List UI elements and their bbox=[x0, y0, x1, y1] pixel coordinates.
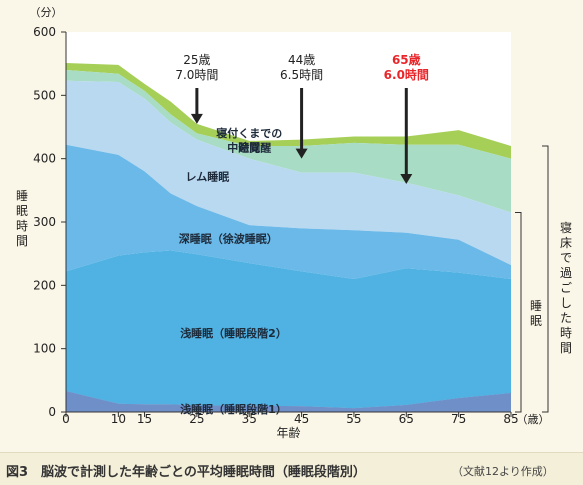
bracket-in-bed-label-char: た bbox=[560, 311, 572, 325]
bracket-sleep bbox=[515, 212, 522, 413]
label-onset: 寝付くまでの bbox=[216, 126, 282, 140]
y-axis-label-char: 眠 bbox=[16, 204, 28, 218]
bracket-in-bed bbox=[542, 145, 549, 413]
y-axis-label-char: 睡 bbox=[16, 189, 28, 203]
x-unit-label: （歳） bbox=[517, 413, 550, 426]
series-label-2: 浅睡眠（睡眠段階2） bbox=[180, 326, 287, 340]
figure-caption: 図3 脳波で計測した年齢ごとの平均睡眠時間（睡眠段階別） bbox=[6, 465, 366, 480]
y-tick-label: 100 bbox=[33, 342, 56, 356]
y-tick-label: 600 bbox=[33, 25, 56, 39]
area-series-5 bbox=[66, 70, 511, 213]
series-label-5: 中途覚醒 bbox=[227, 140, 271, 154]
x-tick-label: 65 bbox=[399, 412, 414, 426]
bracket-in-bed-label-char: 間 bbox=[560, 341, 572, 355]
x-tick-label: 0 bbox=[62, 412, 70, 426]
annotation-age: 25歳 bbox=[183, 53, 210, 67]
y-axis-label-char: 間 bbox=[16, 234, 28, 248]
area-series-3 bbox=[66, 144, 511, 279]
x-tick-label: 25 bbox=[189, 412, 204, 426]
x-tick-label: 45 bbox=[294, 412, 309, 426]
series-label-3: 深睡眠（徐波睡眠） bbox=[179, 232, 278, 246]
area-series-4 bbox=[66, 80, 511, 266]
area-series-2 bbox=[66, 250, 511, 409]
bracket-sleep-label-char: 睡 bbox=[530, 299, 542, 313]
bracket-in-bed-label-char: 過 bbox=[560, 266, 572, 280]
area-series-1-base bbox=[66, 391, 511, 412]
bracket-in-bed-label-char: し bbox=[560, 296, 572, 310]
figure-source: （文献12より作成） bbox=[452, 465, 554, 478]
x-axis-label: 年齢 bbox=[276, 425, 300, 440]
x-tick-label: 85 bbox=[503, 412, 518, 426]
y-tick-label: 300 bbox=[33, 215, 56, 229]
y-tick-label: 400 bbox=[33, 152, 56, 166]
label-onset-2: 時間 bbox=[238, 140, 260, 154]
chart-svg: 浅睡眠（睡眠段階1）浅睡眠（睡眠段階2）深睡眠（徐波睡眠）レム睡眠中途覚醒寝付く… bbox=[16, 6, 572, 440]
annotation-age: 65歳 bbox=[392, 52, 421, 67]
bracket-in-bed-label-char: 床 bbox=[560, 236, 572, 250]
annotation-age: 44歳 bbox=[288, 53, 315, 67]
series-label-4: レム睡眠 bbox=[185, 170, 229, 184]
bracket-in-bed-label-char: で bbox=[560, 251, 572, 265]
bracket-in-bed-label-char: 時 bbox=[560, 326, 572, 340]
annotation-time: 6.5時間 bbox=[280, 68, 323, 82]
y-tick-label: 200 bbox=[33, 278, 56, 292]
annotation-time: 7.0時間 bbox=[175, 68, 218, 82]
annotation-arrow-head bbox=[295, 148, 308, 159]
x-tick-label: 55 bbox=[346, 412, 361, 426]
annotation-arrow-head bbox=[400, 174, 413, 184]
y-unit-label: （分） bbox=[30, 6, 63, 19]
x-tick-label: 15 bbox=[137, 412, 152, 426]
y-tick-label: 500 bbox=[33, 88, 56, 102]
x-tick-label: 10 bbox=[111, 412, 126, 426]
bracket-sleep-label-char: 眠 bbox=[530, 314, 542, 328]
y-axis-label-char: 時 bbox=[16, 219, 28, 233]
y-tick-label: 0 bbox=[48, 405, 56, 419]
bracket-in-bed-label-char: 寝 bbox=[560, 220, 572, 235]
caption-bar: 図3 脳波で計測した年齢ごとの平均睡眠時間（睡眠段階別） （文献12より作成） bbox=[0, 452, 583, 485]
area-series-6 bbox=[66, 63, 511, 159]
annotation-arrow-head bbox=[190, 113, 203, 124]
bracket-in-bed-label-char: ご bbox=[560, 280, 572, 295]
x-tick-label: 35 bbox=[242, 412, 257, 426]
x-tick-label: 75 bbox=[451, 412, 466, 426]
annotation-time: 6.0時間 bbox=[384, 67, 429, 82]
